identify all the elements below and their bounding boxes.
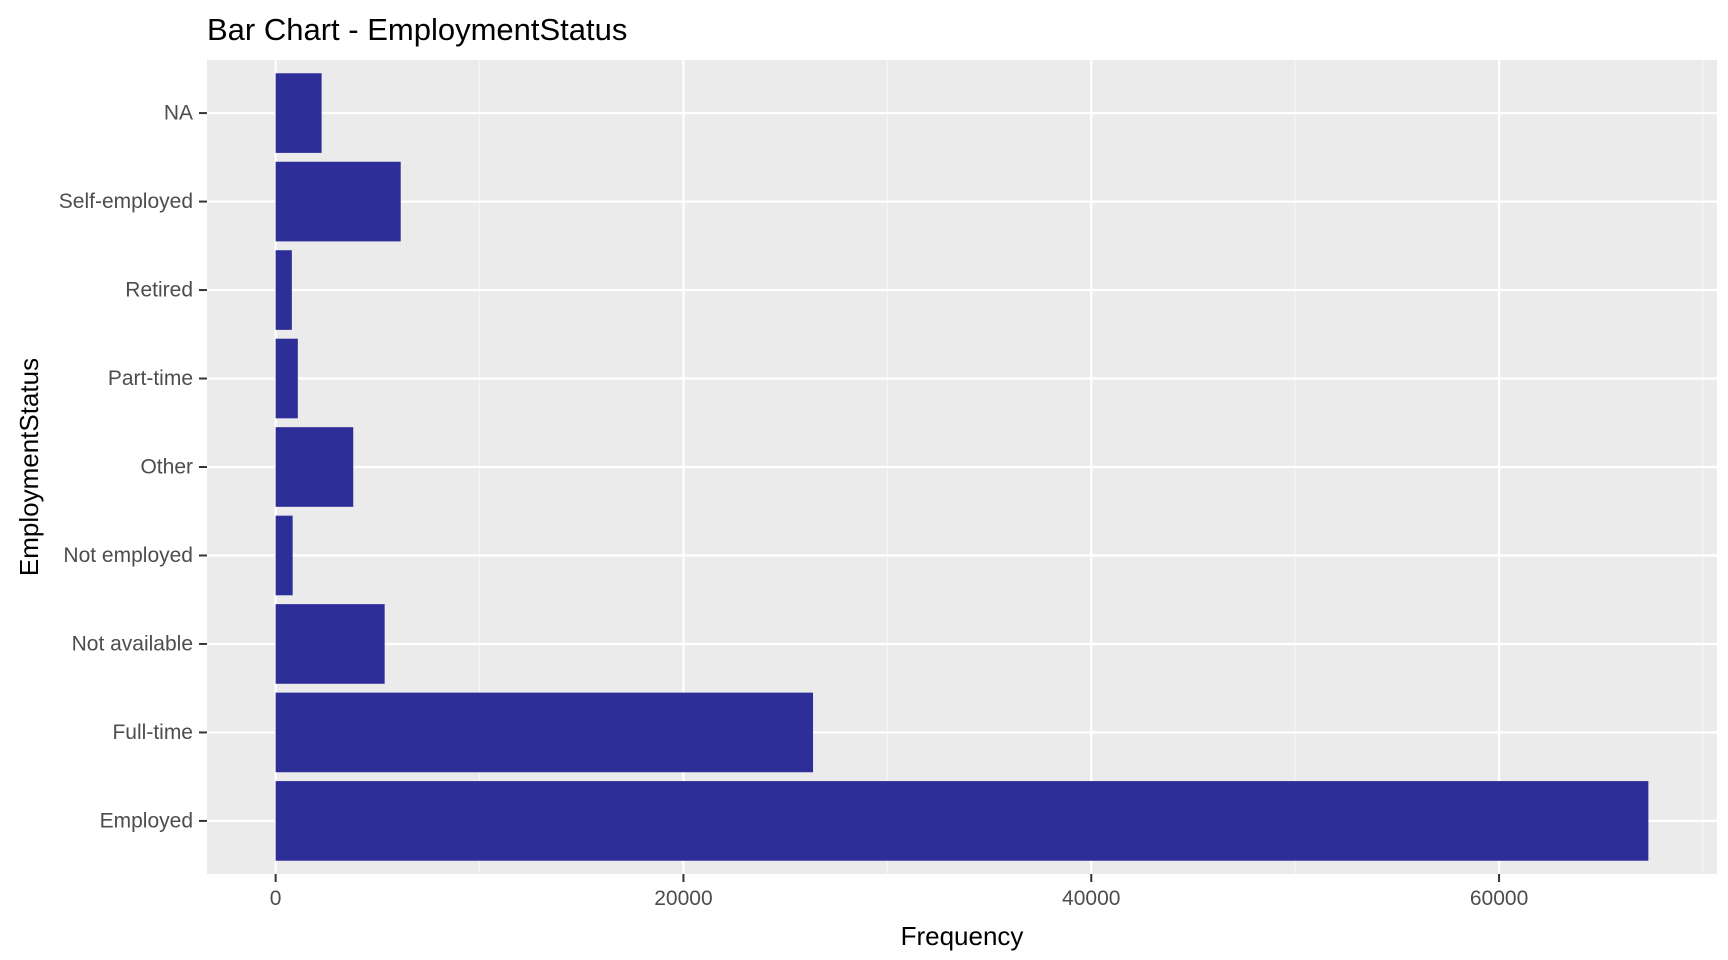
bar bbox=[275, 427, 354, 507]
x-tick-label: 20000 bbox=[654, 887, 712, 910]
x-tick-label: 40000 bbox=[1062, 887, 1120, 910]
bar bbox=[275, 604, 385, 684]
y-tick-label: Retired bbox=[125, 279, 193, 302]
bars bbox=[275, 73, 1649, 861]
y-tick-label: Full-time bbox=[112, 721, 193, 744]
y-tick-label: Employed bbox=[100, 809, 193, 832]
x-tick-label: 60000 bbox=[1470, 887, 1528, 910]
y-tick-label: Other bbox=[140, 456, 193, 479]
bar bbox=[275, 692, 814, 773]
y-tick-label: NA bbox=[164, 102, 193, 125]
y-tick-label: Not employed bbox=[63, 544, 193, 567]
bar bbox=[275, 781, 1649, 861]
y-tick-label: Part-time bbox=[108, 367, 193, 390]
x-tick-label: 0 bbox=[270, 887, 282, 910]
bar bbox=[275, 73, 322, 153]
chart-title: Bar Chart - EmploymentStatus bbox=[207, 12, 627, 47]
x-axis-title: Frequency bbox=[901, 921, 1024, 951]
bar bbox=[275, 161, 401, 242]
x-axis-ticks: 0 20000 40000 60000 bbox=[270, 874, 1528, 910]
bar bbox=[275, 515, 293, 596]
y-axis-title: EmploymentStatus bbox=[14, 358, 44, 576]
y-tick-label: Self-employed bbox=[59, 190, 193, 213]
y-tick-label: Not available bbox=[72, 632, 193, 655]
y-axis-ticks: Employed Full-time Not available Not employ… bbox=[59, 102, 207, 832]
bar bbox=[275, 250, 292, 330]
bar bbox=[275, 338, 298, 419]
